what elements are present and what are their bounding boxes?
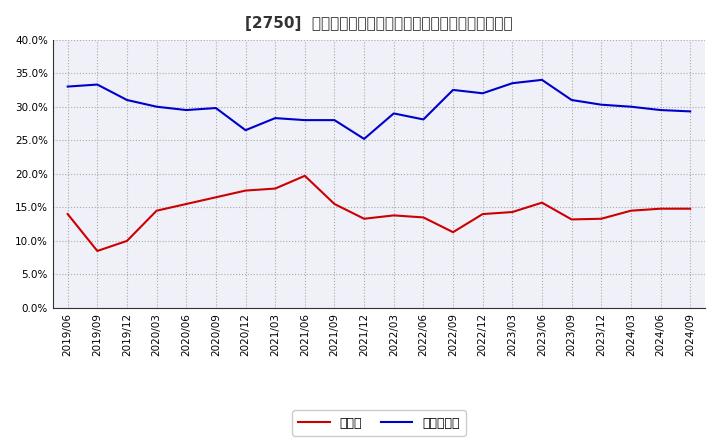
現預金 [597,216,606,221]
有利子負債 [300,117,309,123]
Legend: 現預金, 有利子負債: 現預金, 有利子負債 [292,411,466,436]
現預金 [390,213,398,218]
現預金 [686,206,695,211]
有利子負債 [508,81,517,86]
現預金 [93,248,102,253]
Line: 現預金: 現預金 [68,176,690,251]
現預金 [330,202,339,207]
有利子負債 [63,84,72,89]
有利子負債 [271,115,279,121]
有利子負債 [478,91,487,96]
現預金 [419,215,428,220]
現預金 [508,209,517,215]
有利子負債 [626,104,635,109]
現預金 [153,208,161,213]
現預金 [656,206,665,211]
有利子負債 [182,107,191,113]
Line: 有利子負債: 有利子負債 [68,80,690,139]
有利子負債 [360,136,369,142]
現預金 [271,186,279,191]
現預金 [626,208,635,213]
有利子負債 [449,87,457,92]
有利子負債 [686,109,695,114]
有利子負債 [656,107,665,113]
有利子負債 [538,77,546,82]
現預金 [567,217,576,222]
有利子負債 [390,111,398,116]
現預金 [241,188,250,193]
有利子負債 [597,102,606,107]
現預金 [478,211,487,216]
現預金 [182,202,191,207]
有利子負債 [567,97,576,103]
現預金 [122,238,131,244]
現預金 [63,211,72,216]
有利子負債 [241,128,250,133]
有利子負債 [330,117,339,123]
有利子負債 [122,97,131,103]
有利子負債 [93,82,102,87]
現預金 [360,216,369,221]
有利子負債 [153,104,161,109]
現預金 [212,194,220,200]
現預金 [449,230,457,235]
現預金 [300,173,309,179]
有利子負債 [419,117,428,122]
Title: [2750]  現預金、有利子負債の総資産に対する比率の推移: [2750] 現預金、有利子負債の総資産に対する比率の推移 [245,16,513,32]
有利子負債 [212,106,220,111]
現預金 [538,200,546,205]
